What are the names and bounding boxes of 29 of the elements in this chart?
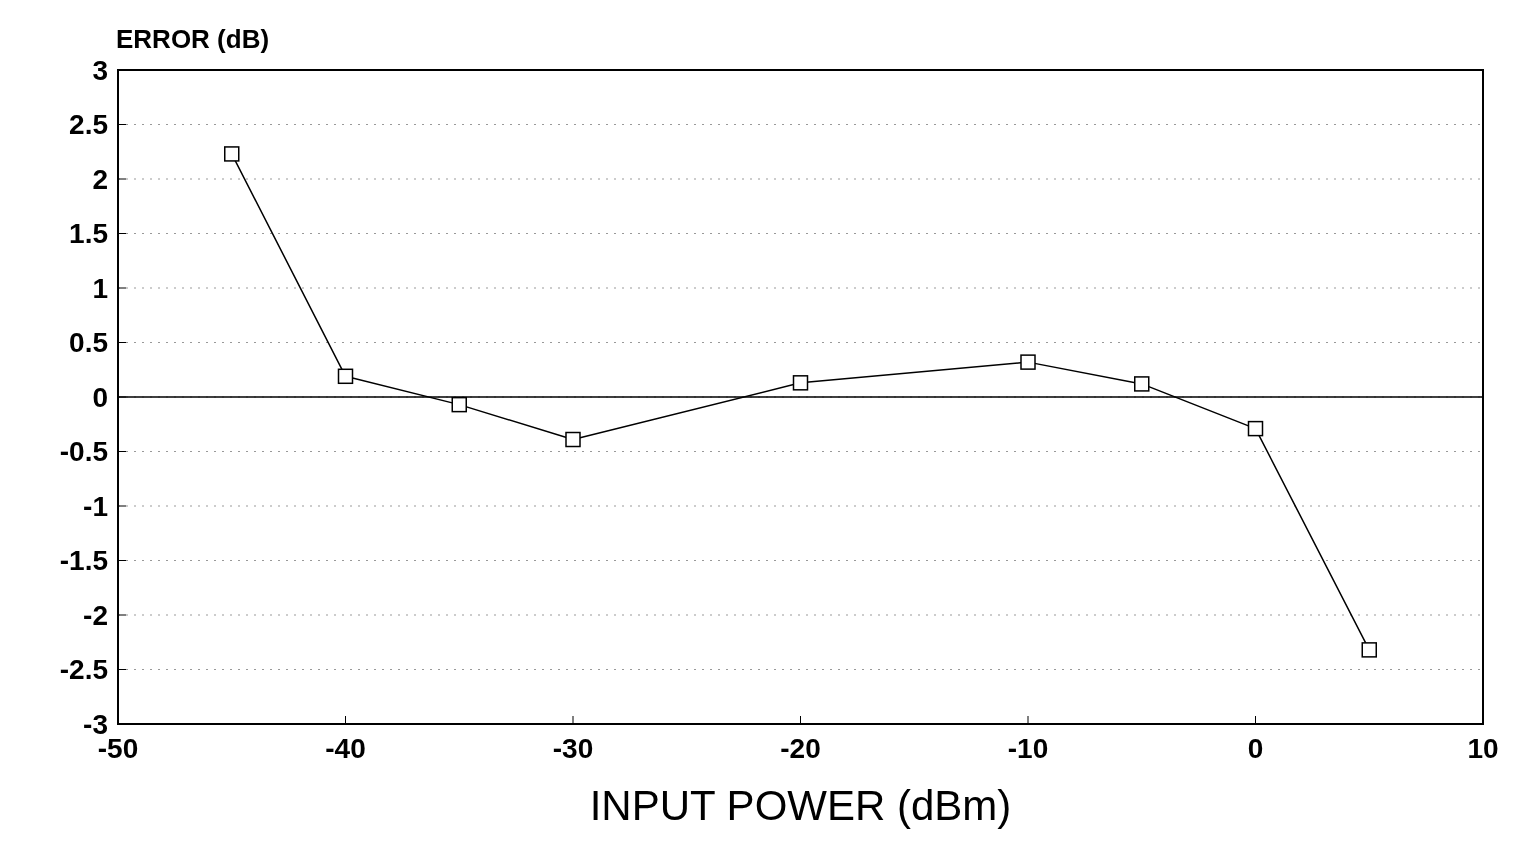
point <box>451 396 467 413</box>
x-tick-label: -20 <box>780 733 821 764</box>
point <box>1361 642 1377 658</box>
y-tick-label: -2 <box>83 599 108 631</box>
point <box>337 368 354 385</box>
y-tick-label: -1 <box>83 490 108 522</box>
x-tick-label: 10 <box>1467 733 1499 764</box>
x-axis-title: INPUT POWER (dBm) <box>589 782 1012 829</box>
y-tick-label: 2.5 <box>69 109 108 141</box>
point <box>565 431 581 448</box>
y-tick-label: 0.5 <box>69 327 108 359</box>
y-tick-label: 1.5 <box>69 218 108 250</box>
y-tick-label: 2 <box>92 163 108 195</box>
point <box>1247 420 1264 437</box>
y-tick-label: 1 <box>92 272 108 304</box>
x-tick-label: -30 <box>552 733 594 764</box>
x-tick-label: -40 <box>325 733 366 764</box>
point <box>792 375 809 391</box>
y-tick-label: -1.5 <box>59 545 108 577</box>
point <box>224 146 240 162</box>
y-tick-label: -2.5 <box>59 654 108 686</box>
y-axis-title: ERROR (dB) <box>116 24 270 54</box>
y-tick-label: 3 <box>92 54 108 86</box>
y-tick-label: -0.5 <box>59 436 108 468</box>
x-tick-label: 0 <box>1247 733 1264 764</box>
point <box>1134 376 1150 392</box>
y-tick-label: 0 <box>92 381 108 413</box>
x-tick-label: -10 <box>1007 733 1049 764</box>
point <box>1020 354 1036 370</box>
